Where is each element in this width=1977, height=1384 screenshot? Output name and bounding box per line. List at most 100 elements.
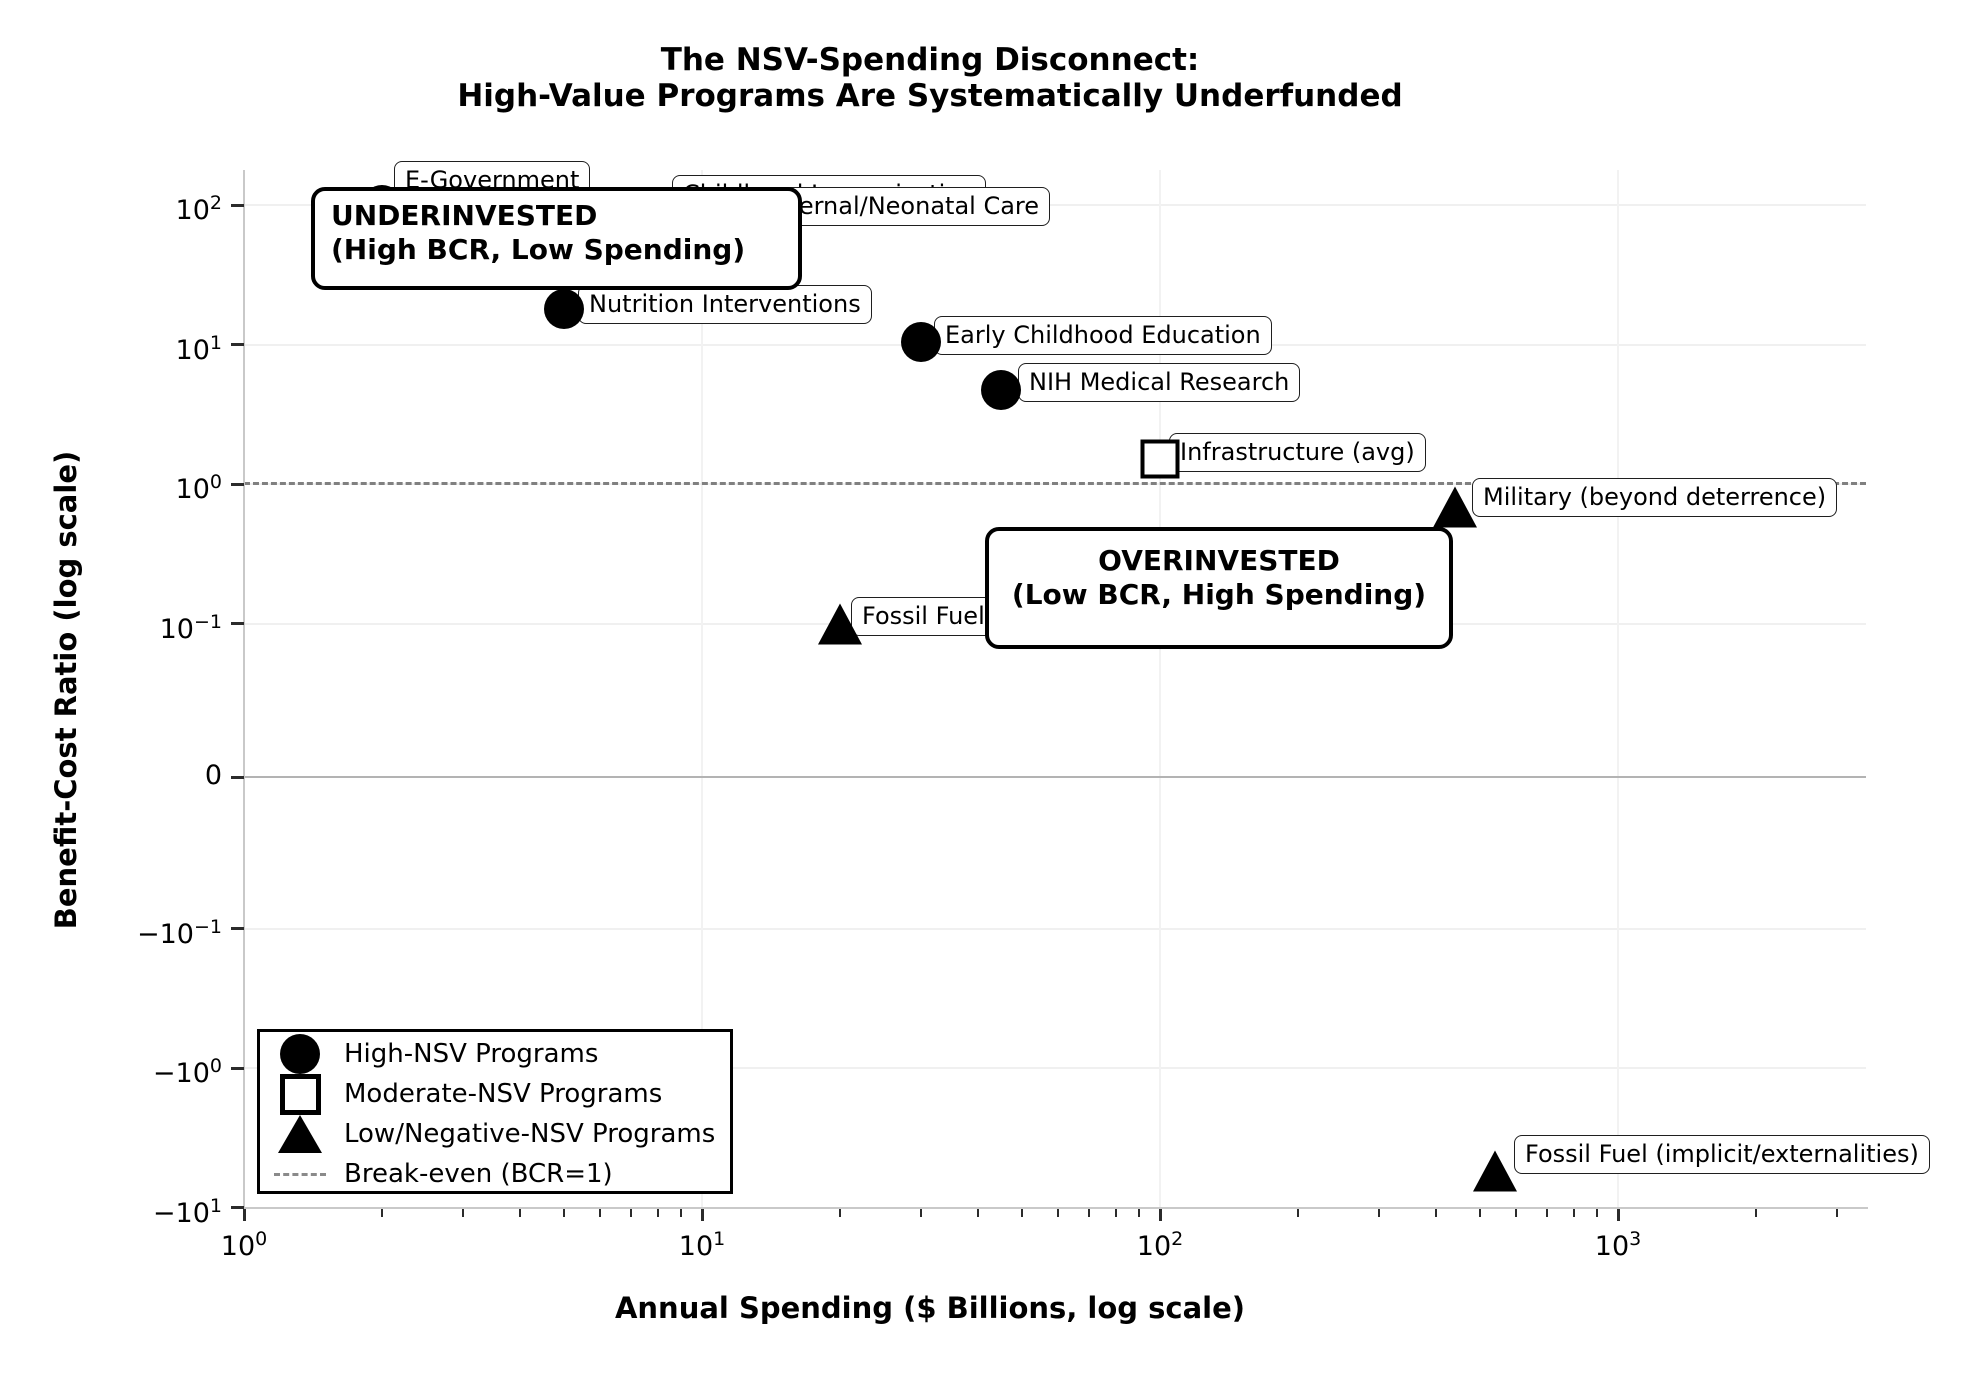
x-axis-tick-label: 102 <box>1136 1228 1184 1262</box>
square-legend-marker <box>274 1073 326 1115</box>
y-axis-spine <box>243 170 245 1210</box>
point-label-fossil-fuel-implicit-externalities: Fossil Fuel (implicit/externalities) <box>1514 1135 1930 1174</box>
triangle-legend-marker <box>274 1115 326 1153</box>
legend-row-moderate-nsv-programs: Moderate-NSV Programs <box>260 1073 730 1115</box>
y-axis-tick-label: 102 <box>175 192 222 226</box>
x-axis-minor-tick <box>838 1209 841 1217</box>
y-axis-tick <box>231 622 244 625</box>
x-axis-minor-tick <box>1088 1209 1091 1217</box>
x-axis-tick-label: 101 <box>678 1228 726 1262</box>
y-axis-tick-label: −101 <box>152 1194 222 1229</box>
x-axis-tick <box>1158 1209 1162 1221</box>
legend-label: High-NSV Programs <box>344 1039 599 1069</box>
legend: High-NSV Programs Moderate-NSV Programs Lo… <box>257 1029 733 1194</box>
x-axis-minor-tick <box>599 1209 602 1217</box>
x-axis-tick-label: 100 <box>220 1228 268 1262</box>
chart-title-line1: The NSV-Spending Disconnect: <box>660 42 1200 78</box>
marker-nih-medical-research <box>981 370 1022 411</box>
y-axis-tick <box>231 482 244 486</box>
annotation-underinvested-line2: (High BCR, Low Spending) <box>331 233 746 266</box>
x-axis-minor-tick <box>1596 1209 1599 1217</box>
x-axis-minor-tick <box>1434 1209 1437 1217</box>
zero-line <box>244 776 1866 778</box>
y-axis-tick-label: 10−1 <box>159 610 222 645</box>
x-axis-minor-tick <box>563 1209 566 1217</box>
x-axis-minor-tick <box>680 1209 683 1217</box>
x-axis-minor-tick <box>1138 1209 1141 1217</box>
circle-legend-marker <box>274 1034 326 1074</box>
x-axis-minor-tick <box>1296 1209 1299 1217</box>
marker-early-childhood-education <box>900 321 941 362</box>
x-axis-minor-tick <box>976 1209 979 1217</box>
annotation-overinvested-line1: OVERINVESTED <box>1098 544 1340 577</box>
x-axis-tick-label: 103 <box>1594 1228 1642 1262</box>
break-even-line <box>244 482 1866 485</box>
gridline-vertical <box>1159 170 1161 1208</box>
x-axis-tick <box>242 1209 246 1221</box>
annotation-underinvested-line1: UNDERINVESTED <box>331 199 598 232</box>
x-axis-tick <box>1616 1209 1620 1221</box>
x-axis-minor-tick <box>1572 1209 1575 1217</box>
chart-title: The NSV-Spending Disconnect: High-Value … <box>0 42 1860 114</box>
triangle-icon <box>278 1115 322 1153</box>
point-label-military-beyond-deterrence: Military (beyond deterrence) <box>1472 478 1838 517</box>
x-axis-minor-tick <box>919 1209 922 1217</box>
gridline-horizontal <box>244 1067 1866 1069</box>
dash-legend-marker <box>274 1172 326 1176</box>
x-axis-minor-tick <box>1114 1209 1117 1217</box>
y-axis-tick <box>231 1206 244 1209</box>
y-axis-tick <box>231 343 244 346</box>
gridline-horizontal <box>244 204 1866 206</box>
y-axis-tick <box>231 1066 244 1070</box>
gridline-horizontal <box>244 927 1866 930</box>
x-axis-minor-tick <box>380 1209 383 1217</box>
gridline-vertical <box>1617 170 1619 1208</box>
x-axis-minor-tick <box>461 1209 464 1217</box>
x-axis-minor-tick <box>630 1209 633 1217</box>
x-axis-minor-tick <box>1057 1209 1060 1217</box>
annotation-overinvested: OVERINVESTED (Low BCR, High Spending) <box>985 527 1453 649</box>
legend-label: Moderate-NSV Programs <box>344 1079 663 1109</box>
y-axis-tick <box>231 775 244 779</box>
y-axis-tick-label: 101 <box>175 331 222 366</box>
x-axis-minor-tick <box>1479 1209 1482 1217</box>
point-label-infrastructure-avg: Infrastructure (avg) <box>1169 433 1426 472</box>
legend-row-high-nsv-programs: High-NSV Programs <box>260 1034 730 1074</box>
y-axis-tick-label: 0 <box>204 760 222 791</box>
x-axis-label: Annual Spending ($ Billions, log scale) <box>614 1291 1246 1325</box>
annotation-overinvested-line2: (Low BCR, High Spending) <box>1011 578 1427 611</box>
x-axis-tick <box>700 1209 704 1221</box>
x-axis-minor-tick <box>1515 1209 1518 1217</box>
legend-label: Low/Negative-NSV Programs <box>344 1119 716 1149</box>
y-axis-tick <box>231 927 244 930</box>
circle-icon <box>280 1034 320 1074</box>
gridline-vertical <box>701 170 703 1208</box>
legend-row-break-even-bcr-1: Break-even (BCR=1) <box>260 1154 730 1194</box>
y-axis-tick-label: 100 <box>175 471 222 505</box>
x-axis-minor-tick <box>656 1209 659 1217</box>
x-axis-minor-tick <box>1021 1209 1024 1217</box>
chart-title-line2: High-Value Programs Are Systematically U… <box>457 78 1403 114</box>
square-icon <box>279 1073 321 1115</box>
marker-fossil-fuel-implicit-externalities <box>1473 1150 1518 1192</box>
annotation-underinvested: UNDERINVESTED (High BCR, Low Spending) <box>311 187 802 290</box>
y-axis-tick-label: −10−1 <box>137 915 222 950</box>
legend-label: Break-even (BCR=1) <box>344 1159 613 1189</box>
legend-row-low-negative-nsv-programs: Low/Negative-NSV Programs <box>260 1114 730 1154</box>
point-label-nih-medical-research: NIH Medical Research <box>1018 363 1301 402</box>
x-axis-minor-tick <box>1377 1209 1380 1217</box>
y-axis-tick-label: −100 <box>152 1055 222 1089</box>
marker-fossil-fuel-subsidies-explicit <box>817 603 862 644</box>
x-axis-minor-tick <box>1835 1209 1838 1217</box>
y-axis-label: Benefit-Cost Ratio (log scale) <box>49 450 83 930</box>
x-axis-spine <box>244 1207 1868 1209</box>
point-label-nutrition-interventions: Nutrition Interventions <box>578 285 872 324</box>
x-axis-minor-tick <box>518 1209 521 1217</box>
marker-infrastructure-avg <box>1140 439 1180 479</box>
dash-icon <box>274 1172 326 1176</box>
marker-military-beyond-deterrence <box>1432 486 1477 528</box>
y-axis-tick <box>231 203 244 207</box>
x-axis-minor-tick <box>1546 1209 1549 1217</box>
marker-nutrition-interventions <box>544 288 585 329</box>
